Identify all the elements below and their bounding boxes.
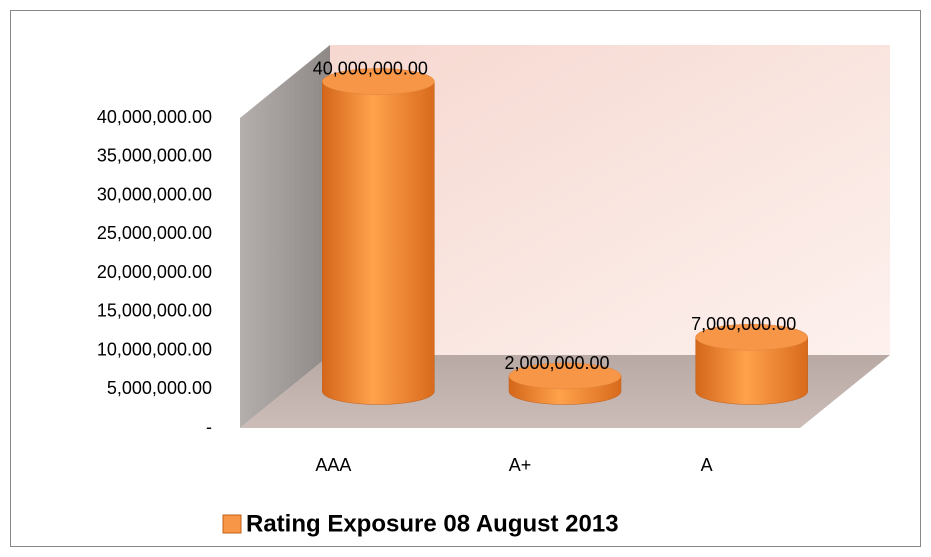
cylinder-body [695, 337, 808, 405]
x-tick-label: A+ [509, 455, 532, 475]
cylinder-top [695, 324, 808, 351]
x-tick-label: A [701, 455, 713, 475]
back-wall [330, 45, 890, 355]
y-tick-label: 35,000,000.00 [97, 146, 212, 166]
y-tick-label: - [206, 417, 212, 437]
x-tick-label: AAA [315, 455, 351, 475]
y-tick-label: 10,000,000.00 [97, 339, 212, 359]
side-wall [240, 45, 330, 428]
y-tick-label: 25,000,000.00 [97, 223, 212, 243]
cylinder-top [322, 68, 435, 95]
y-tick-label: 30,000,000.00 [97, 184, 212, 204]
y-tick-label: 5,000,000.00 [107, 378, 212, 398]
y-tick-label: 20,000,000.00 [97, 262, 212, 282]
cylinder-top [508, 362, 622, 390]
legend-swatch [222, 514, 242, 534]
y-tick-label: 40,000,000.00 [97, 107, 212, 127]
cylinder-body [322, 81, 435, 405]
value-label: 7,000,000.00 [691, 314, 796, 334]
value-label: 40,000,000.00 [313, 58, 428, 78]
legend-label: Rating Exposure 08 August 2013 [246, 510, 619, 537]
y-tick-label: 15,000,000.00 [97, 301, 212, 321]
value-label: 2,000,000.00 [504, 353, 609, 373]
